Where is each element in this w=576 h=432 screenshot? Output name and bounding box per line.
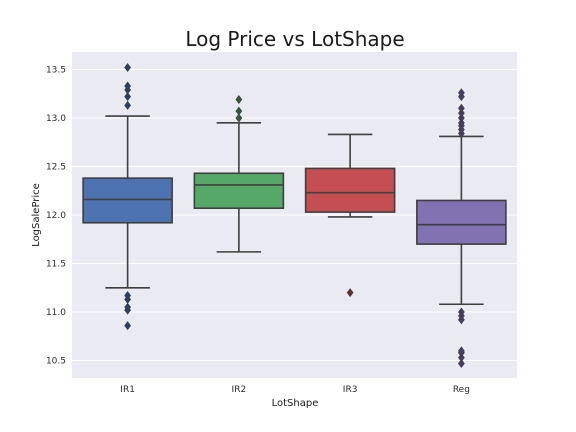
y-tick-label: 11.5 (46, 260, 66, 270)
outlier-point (124, 63, 131, 73)
boxplots (82, 63, 507, 368)
box-iqr (304, 167, 396, 213)
y-tick-label: 11.0 (46, 308, 66, 318)
x-tick-label: IR1 (120, 385, 135, 395)
outlier-point (458, 358, 465, 368)
box-iqr (193, 172, 285, 210)
boxplot-ir2 (193, 95, 285, 253)
outlier-point (124, 92, 131, 102)
outlier-point (124, 81, 131, 91)
outlier-point (458, 307, 465, 317)
x-tick-label: IR2 (232, 385, 247, 395)
y-tick-label: 10.5 (46, 357, 66, 367)
outlier-point (458, 346, 465, 356)
outlier-point (124, 291, 131, 301)
x-tick-label: IR3 (343, 385, 358, 395)
outlier-point (124, 321, 131, 331)
outlier-point (124, 100, 131, 110)
outlier-point (235, 95, 243, 105)
chart-title: Log Price vs LotShape (185, 27, 404, 51)
outlier-point (458, 118, 465, 128)
outlier-point (458, 113, 465, 123)
outlier-point (458, 103, 465, 113)
y-tick-label: 13.0 (46, 114, 66, 124)
outlier-point (124, 302, 131, 312)
y-tick-label: 12.5 (46, 162, 66, 172)
outlier-point (458, 108, 465, 118)
boxplot-reg (416, 88, 507, 368)
boxplot-ir1 (82, 63, 173, 331)
outlier-point (458, 353, 465, 363)
boxplot-ir3 (304, 133, 396, 298)
outlier-point (235, 113, 243, 123)
box-iqr (416, 199, 507, 245)
y-axis-label: LogSalePrice (31, 183, 42, 247)
y-tick-label: 13.5 (46, 65, 66, 75)
x-tick-labels: IR1 IR2 IR3 Reg (120, 385, 470, 395)
y-tick-labels: 10.5 11.0 11.5 12.0 12.5 13.0 13.5 (46, 65, 66, 366)
outlier-point (458, 88, 465, 98)
y-tick-label: 12.0 (46, 211, 66, 221)
x-tick-label: Reg (453, 385, 470, 395)
outlier-point (235, 106, 243, 116)
outlier-point (346, 288, 354, 298)
box-iqr (82, 177, 173, 224)
x-axis-label: LotShape (272, 398, 319, 409)
